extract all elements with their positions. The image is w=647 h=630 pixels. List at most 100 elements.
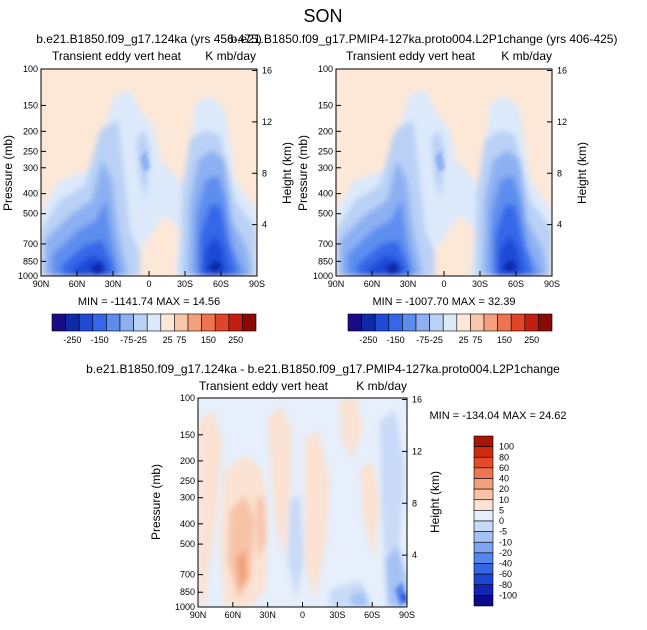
colorbar-label: -250 (359, 335, 377, 345)
panel-right-ylabel-right: Height (km) (575, 142, 589, 204)
colorbar-box (497, 313, 512, 332)
x-tick-label: 0 (441, 279, 446, 289)
x-tick-label: 30N (259, 610, 276, 620)
panel-right-ylabel: Pressure (mb) (296, 135, 310, 211)
x-tick-label: 90N (33, 279, 50, 289)
panel-left-field (41, 69, 257, 276)
colorbar-box (473, 499, 494, 511)
y-tick-label: 100 (180, 393, 195, 403)
y-tick-label: 700 (318, 239, 333, 249)
colorbar-box (174, 313, 189, 332)
y-tick-label: 500 (318, 209, 333, 219)
colorbar-box (510, 313, 526, 332)
y-tick-label: 1000 (313, 271, 333, 281)
y-tick-label: 150 (180, 430, 195, 440)
colorbar-box (388, 313, 403, 332)
colorbar-box (473, 456, 494, 469)
panel-difference-title: b.e21.B1850.f09_g17.124ka - b.e21.B1850.… (86, 362, 560, 376)
colorbar-label: 0 (499, 516, 504, 526)
panel-difference: b.e21.B1850.f09_g17.124ka - b.e21.B1850.… (86, 362, 566, 620)
x-tick-label: 30N (105, 279, 122, 289)
colorbar-box (78, 313, 94, 332)
panel-right-title: b.e21.B1850.f09_g17.PMIP4-127ka.proto004… (231, 32, 618, 46)
colorbar-box (65, 313, 80, 332)
panel-right-stats: MIN = -1007.70 MAX = 32.39 (372, 296, 515, 308)
colorbar-label: 250 (228, 335, 243, 345)
panel-right-variable: Transient eddy vert heat (346, 49, 476, 63)
colorbar-box (473, 563, 494, 575)
colorbar-label: -75 (416, 335, 429, 345)
panel-left-ylabel-right: Height (km) (280, 142, 294, 204)
panel-difference-units: K mb/day (356, 379, 407, 393)
y-right-tick-label: 4 (412, 550, 417, 560)
colorbar-box (242, 313, 257, 332)
colorbar-label: -25 (134, 335, 147, 345)
y-tick-label: 1000 (18, 271, 38, 281)
x-tick-label: 90S (249, 279, 265, 289)
panel-difference-ylabel: Pressure (mb) (149, 464, 163, 540)
x-tick-label: 90N (190, 610, 207, 620)
panel-right-units: K mb/day (501, 49, 552, 63)
y-tick-label: 850 (318, 256, 333, 266)
panel-left-units: K mb/day (205, 49, 256, 63)
panel-right-field (336, 69, 552, 276)
colorbar-box (473, 573, 494, 586)
colorbar-box (473, 520, 494, 532)
x-tick-label: 90S (399, 610, 415, 620)
x-tick-label: 0 (300, 610, 305, 620)
colorbar-box (473, 435, 494, 447)
y-tick-label: 400 (180, 519, 195, 529)
colorbar-box (160, 313, 175, 332)
y-tick-label: 100 (318, 64, 333, 74)
colorbar-label: -10 (499, 537, 512, 547)
y-tick-label: 400 (318, 189, 333, 199)
colorbar-box (214, 313, 230, 332)
colorbar-label: -150 (91, 335, 109, 345)
x-tick-label: 60S (364, 610, 380, 620)
x-tick-label: 30S (177, 279, 193, 289)
colorbar-label: 40 (499, 474, 509, 484)
x-tick-label: 30S (329, 610, 345, 620)
colorbar-box (402, 313, 417, 332)
y-tick-label: 200 (23, 126, 38, 136)
colorbar-label: -60 (499, 569, 512, 579)
panel-left-variable: Transient eddy vert heat (52, 49, 182, 63)
colorbar-label: 75 (472, 335, 482, 345)
colorbar-box (456, 313, 471, 332)
colorbar-box (538, 313, 553, 332)
y-right-tick-label: 4 (557, 220, 562, 230)
x-tick-label: 60N (364, 279, 381, 289)
y-tick-label: 150 (318, 100, 333, 110)
panel-left-title: b.e21.B1850.f09_g17.124ka (yrs 456-475) (36, 32, 262, 46)
y-tick-label: 250 (23, 146, 38, 156)
x-tick-label: 60N (225, 610, 242, 620)
colorbar-label: 25 (163, 335, 173, 345)
colorbar-label: 150 (201, 335, 216, 345)
colorbar-label: -250 (63, 335, 81, 345)
colorbar-box (473, 446, 494, 458)
colorbar-label: -5 (499, 527, 507, 537)
x-tick-label: 90S (544, 279, 560, 289)
colorbar-box (133, 313, 148, 332)
y-right-tick-label: 12 (557, 117, 567, 127)
figure-title: SON (303, 6, 342, 26)
colorbar-box (473, 552, 494, 564)
y-right-tick-label: 12 (412, 446, 422, 456)
x-tick-label: 60S (213, 279, 229, 289)
colorbar-label: 100 (499, 442, 514, 452)
colorbar-box (187, 313, 202, 332)
colorbar-box (473, 584, 494, 596)
y-right-tick-label: 8 (557, 168, 562, 178)
colorbar-box (429, 313, 444, 332)
colorbar-box (106, 313, 121, 332)
colorbar-box (473, 467, 494, 479)
colorbar-box (473, 531, 494, 543)
y-tick-label: 500 (23, 209, 38, 219)
colorbar-box (470, 313, 485, 332)
y-tick-label: 250 (318, 146, 333, 156)
colorbar-box (524, 313, 539, 332)
y-tick-label: 1000 (175, 602, 195, 612)
colorbar-label: 250 (524, 335, 539, 345)
y-tick-label: 850 (180, 587, 195, 597)
